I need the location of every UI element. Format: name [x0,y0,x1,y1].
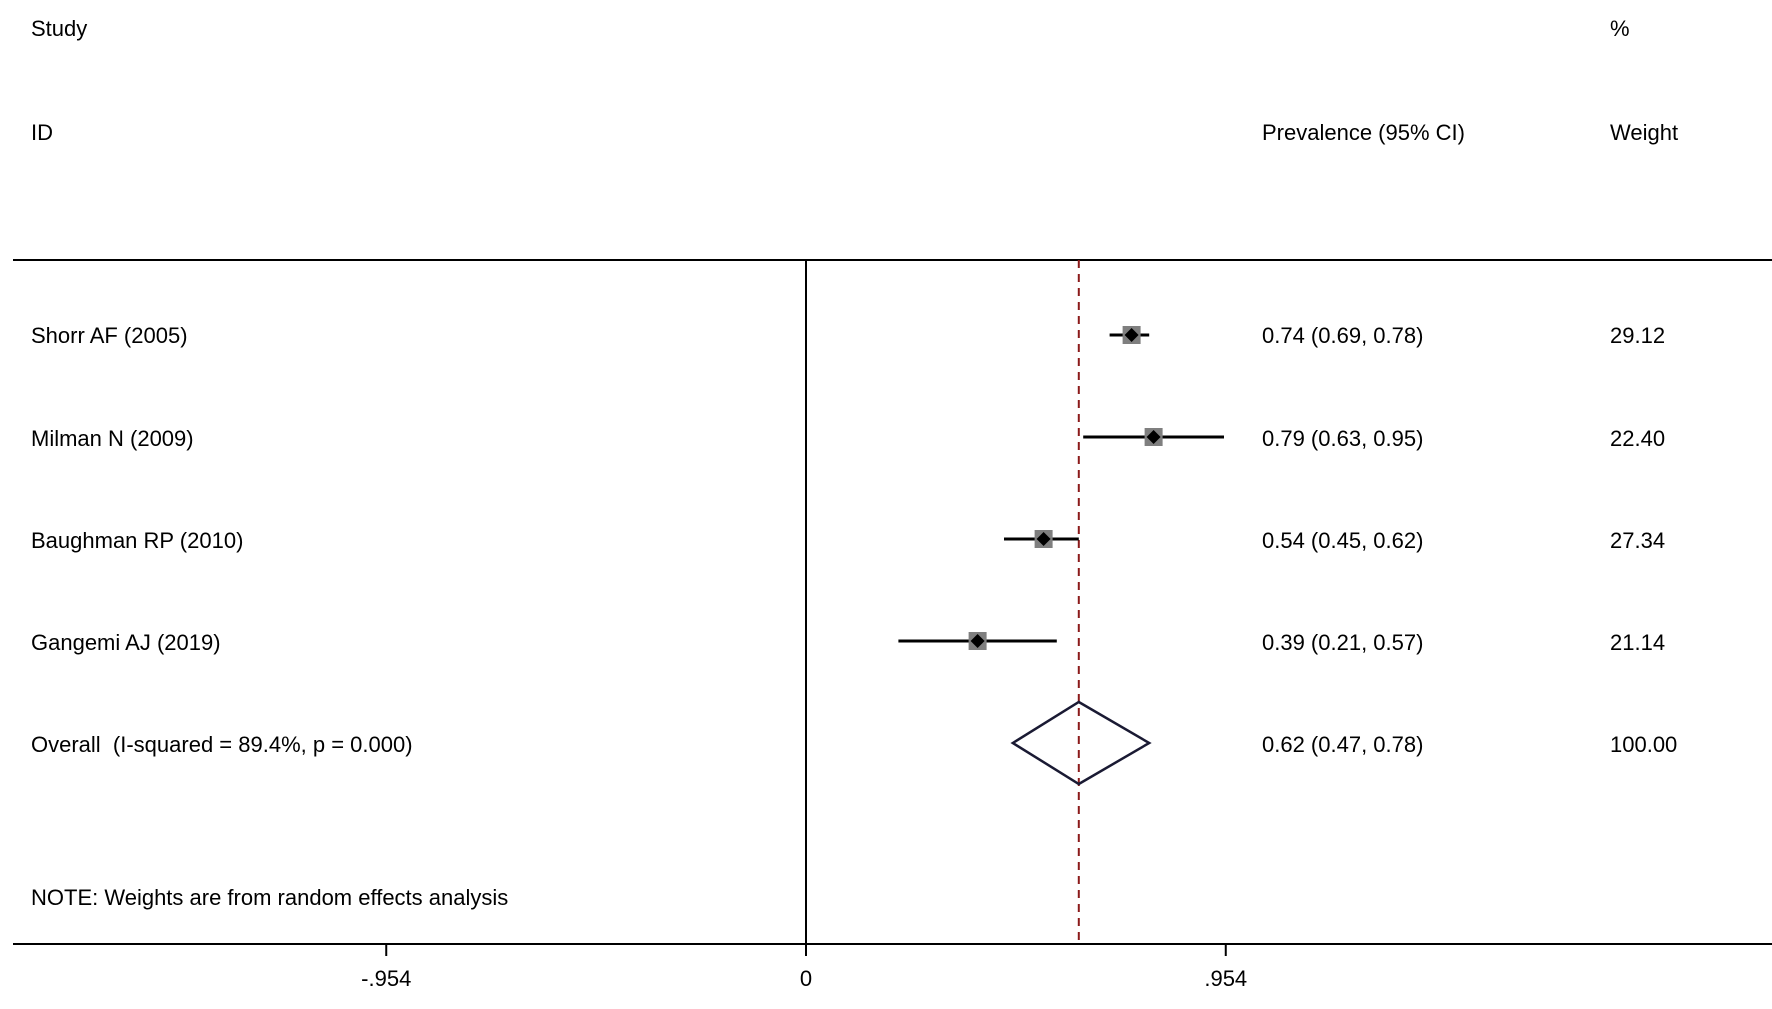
study-ci-text: 0.79 (0.63, 0.95) [1262,426,1423,451]
study-weight: 29.12 [1610,323,1665,348]
overall-diamond [1010,700,1152,786]
study-label: Milman N (2009) [31,426,194,451]
study-label: Shorr AF (2005) [31,323,188,348]
point-estimate [1124,328,1139,342]
header-id: ID [31,120,53,145]
header-study: Study [31,16,87,41]
study-ci-text: 0.39 (0.21, 0.57) [1262,630,1423,655]
overall-ci-text: 0.62 (0.47, 0.78) [1262,732,1423,757]
header-weight: Weight [1610,120,1678,145]
study-weight: 22.40 [1610,426,1665,451]
study-ci-text: 0.54 (0.45, 0.62) [1262,528,1423,553]
x-tick-label: .954 [1204,966,1247,991]
x-tick-label: -.954 [361,966,411,991]
study-weight: 21.14 [1610,630,1665,655]
footnote: NOTE: Weights are from random effects an… [31,885,508,910]
study-label: Gangemi AJ (2019) [31,630,221,655]
study-label: Baughman RP (2010) [31,528,243,553]
study-weight: 27.34 [1610,528,1665,553]
chart-marks: -.954 0 .954 [361,260,1247,991]
study-ci-text: 0.74 (0.69, 0.78) [1262,323,1423,348]
x-tick-label: 0 [800,966,812,991]
header-effect: Prevalence (95% CI) [1262,120,1465,145]
overall-label: Overall (I-squared = 89.4%, p = 0.000) [31,732,413,757]
point-estimate [1036,532,1051,546]
point-estimate [970,634,985,648]
header-percent: % [1610,16,1630,41]
overall-weight: 100.00 [1610,732,1677,757]
point-estimate [1146,430,1161,444]
